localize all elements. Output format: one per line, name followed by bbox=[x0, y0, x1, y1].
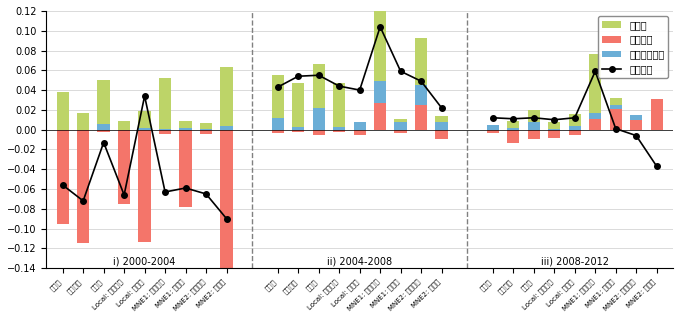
Bar bbox=[487, 125, 499, 130]
Bar bbox=[374, 103, 386, 130]
Text: ii) 2004-2008: ii) 2004-2008 bbox=[327, 256, 392, 266]
Bar bbox=[292, 83, 305, 127]
Legend: その他, 製造部門, 本社機能部門, 純変化率: その他, 製造部門, 本社機能部門, 純変化率 bbox=[598, 16, 668, 78]
Bar bbox=[180, 128, 192, 130]
Bar bbox=[415, 85, 427, 105]
Bar bbox=[487, 130, 499, 133]
Bar bbox=[139, 128, 151, 130]
Bar bbox=[528, 122, 540, 130]
Bar bbox=[292, 127, 305, 130]
Bar bbox=[271, 118, 284, 130]
Bar bbox=[97, 80, 109, 124]
Bar bbox=[77, 113, 89, 130]
Bar bbox=[415, 38, 427, 85]
Bar bbox=[630, 115, 643, 120]
Bar bbox=[589, 113, 601, 119]
Bar bbox=[528, 130, 540, 138]
Bar bbox=[568, 130, 581, 135]
Bar bbox=[139, 111, 151, 128]
Bar bbox=[220, 130, 233, 271]
Bar bbox=[313, 64, 325, 108]
Bar bbox=[507, 121, 520, 128]
Bar bbox=[56, 130, 69, 224]
Bar bbox=[651, 99, 663, 130]
Bar bbox=[374, 0, 386, 81]
Text: i) 2000-2004: i) 2000-2004 bbox=[114, 256, 176, 266]
Bar bbox=[394, 130, 407, 133]
Bar bbox=[159, 78, 171, 129]
Bar bbox=[589, 55, 601, 113]
Bar bbox=[313, 108, 325, 130]
Bar bbox=[180, 121, 192, 128]
Bar bbox=[507, 128, 520, 130]
Bar bbox=[333, 127, 345, 130]
Text: iii) 2008-2012: iii) 2008-2012 bbox=[541, 256, 609, 266]
Bar bbox=[354, 130, 366, 135]
Bar bbox=[200, 129, 212, 130]
Bar bbox=[609, 105, 622, 109]
Bar bbox=[568, 126, 581, 130]
Bar bbox=[374, 81, 386, 103]
Bar bbox=[56, 92, 69, 130]
Bar bbox=[609, 98, 622, 105]
Bar bbox=[139, 130, 151, 242]
Bar bbox=[435, 122, 447, 130]
Bar bbox=[333, 83, 345, 127]
Bar bbox=[354, 122, 366, 130]
Bar bbox=[220, 126, 233, 130]
Bar bbox=[630, 120, 643, 130]
Bar bbox=[415, 105, 427, 130]
Bar bbox=[292, 130, 305, 132]
Bar bbox=[118, 130, 131, 204]
Bar bbox=[220, 67, 233, 126]
Bar bbox=[200, 123, 212, 129]
Bar bbox=[507, 130, 520, 144]
Bar bbox=[589, 119, 601, 130]
Bar bbox=[394, 119, 407, 122]
Bar bbox=[548, 130, 560, 137]
Bar bbox=[548, 122, 560, 129]
Bar bbox=[271, 130, 284, 133]
Bar bbox=[609, 109, 622, 130]
Bar bbox=[435, 130, 447, 138]
Bar bbox=[548, 129, 560, 130]
Bar bbox=[200, 130, 212, 134]
Bar bbox=[180, 130, 192, 207]
Bar bbox=[568, 114, 581, 126]
Bar bbox=[97, 130, 109, 132]
Bar bbox=[77, 130, 89, 243]
Bar bbox=[528, 110, 540, 122]
Bar bbox=[394, 122, 407, 130]
Bar bbox=[159, 130, 171, 134]
Bar bbox=[97, 124, 109, 130]
Bar bbox=[118, 121, 131, 130]
Bar bbox=[159, 129, 171, 130]
Bar bbox=[435, 116, 447, 122]
Bar bbox=[313, 130, 325, 135]
Bar bbox=[271, 75, 284, 118]
Bar bbox=[333, 130, 345, 132]
